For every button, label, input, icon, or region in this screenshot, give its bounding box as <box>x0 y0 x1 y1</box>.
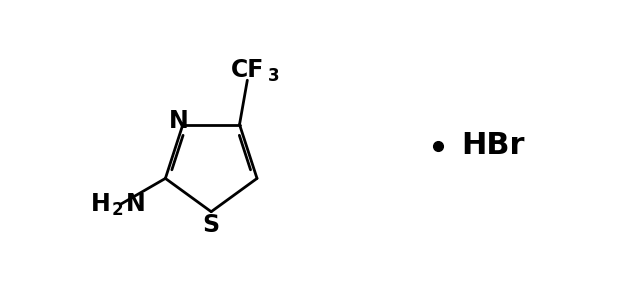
Text: HBr: HBr <box>461 131 524 161</box>
Text: 3: 3 <box>268 67 280 85</box>
Text: 2: 2 <box>111 201 123 219</box>
Text: N: N <box>169 109 189 133</box>
Text: S: S <box>203 213 220 237</box>
Text: H: H <box>91 192 110 216</box>
Text: CF: CF <box>230 58 264 82</box>
Text: N: N <box>126 192 146 216</box>
